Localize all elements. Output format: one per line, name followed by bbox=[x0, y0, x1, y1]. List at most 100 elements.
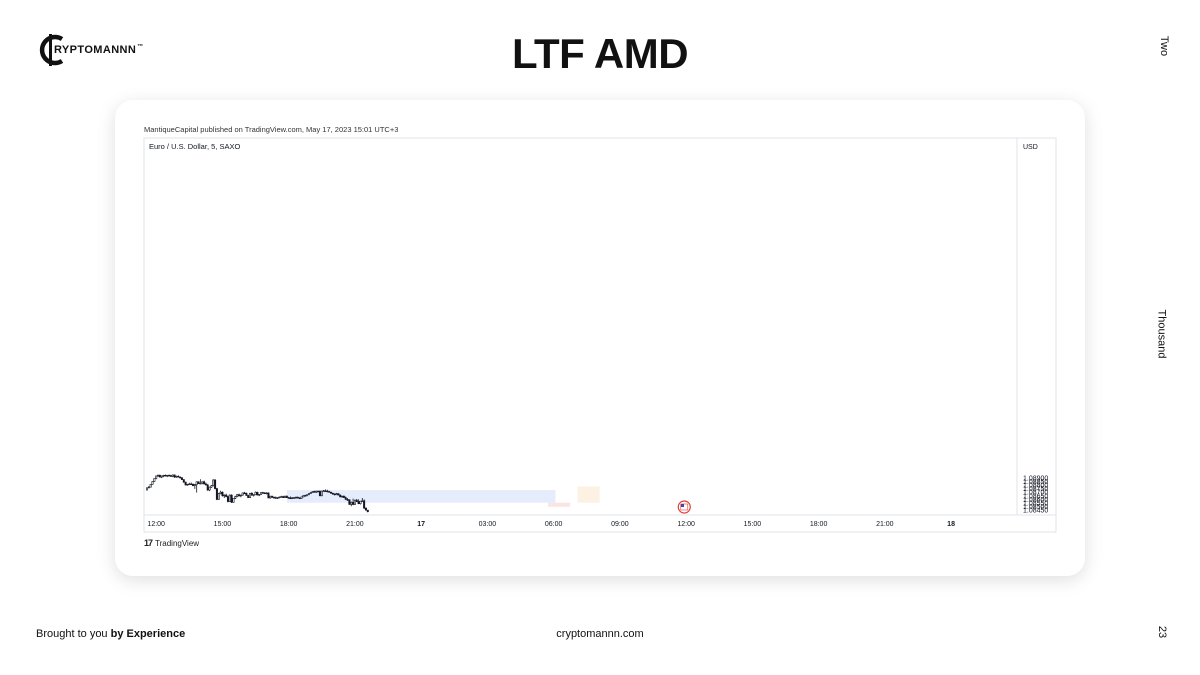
candle-body bbox=[274, 497, 277, 499]
candle-body bbox=[175, 476, 178, 478]
candle-body bbox=[366, 509, 369, 512]
candle-body bbox=[307, 493, 310, 496]
y-tick-label: 1.08800 bbox=[1023, 483, 1048, 490]
y-tick-label: 1.08550 bbox=[1023, 501, 1048, 508]
candle-body bbox=[269, 495, 272, 499]
candle-body bbox=[353, 499, 356, 505]
candle-body bbox=[223, 494, 226, 497]
candle-body bbox=[298, 497, 301, 500]
candle-body bbox=[252, 494, 255, 496]
candle-body bbox=[215, 488, 218, 500]
candle-body bbox=[309, 492, 312, 494]
y-tick-label: 1.08850 bbox=[1023, 479, 1048, 486]
candle-body bbox=[179, 476, 182, 479]
slide-title: LTF AMD bbox=[511, 30, 689, 77]
candle-body bbox=[171, 474, 174, 477]
candle-body bbox=[208, 486, 211, 491]
tradingview-brand: 17 TradingView bbox=[144, 538, 199, 548]
candle-body bbox=[164, 474, 167, 477]
candle-body bbox=[162, 474, 165, 477]
candle-body bbox=[258, 494, 261, 496]
candle-body bbox=[339, 494, 342, 498]
candle-body bbox=[282, 496, 285, 498]
chart-frame bbox=[143, 137, 1057, 533]
candle-body bbox=[214, 479, 217, 489]
candle-body bbox=[287, 497, 290, 499]
candle-body bbox=[147, 486, 150, 489]
candle-body bbox=[169, 475, 172, 477]
candle-body bbox=[329, 491, 332, 494]
candle-body bbox=[352, 501, 355, 505]
x-tick-label: 18 bbox=[947, 521, 955, 528]
candle-body bbox=[151, 481, 154, 485]
candle-body bbox=[217, 493, 220, 500]
candle-body bbox=[166, 474, 169, 477]
candle-body bbox=[195, 481, 198, 485]
candle-body bbox=[157, 474, 160, 477]
candle-body bbox=[247, 495, 250, 498]
candle-body bbox=[364, 507, 367, 511]
y-tick-label: 1.08650 bbox=[1023, 493, 1048, 500]
published-info: MantiqueCapital published on TradingView… bbox=[144, 125, 399, 134]
candle-body bbox=[324, 490, 327, 492]
manipulation-zone bbox=[548, 502, 571, 507]
candle-body bbox=[357, 501, 360, 505]
candle-body bbox=[306, 494, 309, 497]
candle-body bbox=[146, 487, 149, 491]
candle-body bbox=[317, 490, 320, 493]
candle-body bbox=[177, 476, 180, 478]
brand-logo: RYPTOMANNN™ bbox=[36, 32, 144, 68]
candle-body bbox=[173, 474, 176, 478]
candle-body bbox=[184, 481, 187, 486]
x-tick-label: 18:00 bbox=[280, 521, 298, 528]
candle-body bbox=[221, 491, 224, 497]
candle-body bbox=[188, 483, 191, 486]
candle-body bbox=[249, 492, 252, 498]
candle-body bbox=[333, 493, 336, 496]
candle-body bbox=[304, 495, 307, 497]
candle-body bbox=[295, 496, 298, 499]
candle-body bbox=[293, 497, 296, 499]
candle-body bbox=[245, 492, 248, 496]
candle-body bbox=[315, 490, 318, 493]
candle-body bbox=[355, 499, 358, 502]
candle-body bbox=[289, 497, 292, 500]
x-tick-label: 09:00 bbox=[611, 521, 629, 528]
footer-website[interactable]: cryptomannn.com bbox=[556, 628, 644, 640]
x-tick-label: 15:00 bbox=[744, 521, 762, 528]
x-tick-label: 03:00 bbox=[479, 521, 497, 528]
x-tick-label: 17 bbox=[417, 521, 425, 528]
candle-body bbox=[363, 500, 366, 509]
candle-body bbox=[190, 483, 193, 486]
candle-body bbox=[232, 498, 235, 503]
candle-body bbox=[291, 497, 294, 499]
candle-body bbox=[228, 494, 231, 502]
candle-body bbox=[265, 492, 268, 495]
candle-body bbox=[260, 492, 263, 495]
candle-body bbox=[318, 491, 321, 497]
candle-body bbox=[311, 491, 314, 493]
candle-body bbox=[243, 492, 246, 495]
candle-body bbox=[300, 496, 303, 499]
candle-body bbox=[348, 499, 351, 505]
candle-body bbox=[254, 491, 257, 496]
candle-body bbox=[344, 497, 347, 500]
candle-body bbox=[238, 494, 241, 497]
candle-body bbox=[203, 481, 206, 485]
candle-body bbox=[197, 481, 200, 484]
candle-body bbox=[256, 491, 259, 496]
candle-body bbox=[320, 490, 323, 497]
candle-body bbox=[350, 501, 353, 505]
candle-body bbox=[241, 492, 244, 496]
candle-body bbox=[359, 500, 362, 505]
candle-body bbox=[149, 483, 152, 488]
candle-body bbox=[328, 491, 331, 493]
candle-body bbox=[210, 485, 213, 488]
candle-body bbox=[206, 484, 209, 491]
x-tick-label: 12:00 bbox=[147, 521, 165, 528]
x-tick-label: 21:00 bbox=[876, 521, 894, 528]
candle-body bbox=[283, 495, 286, 498]
candle-body bbox=[271, 495, 274, 498]
accumulation-zone bbox=[286, 490, 556, 503]
